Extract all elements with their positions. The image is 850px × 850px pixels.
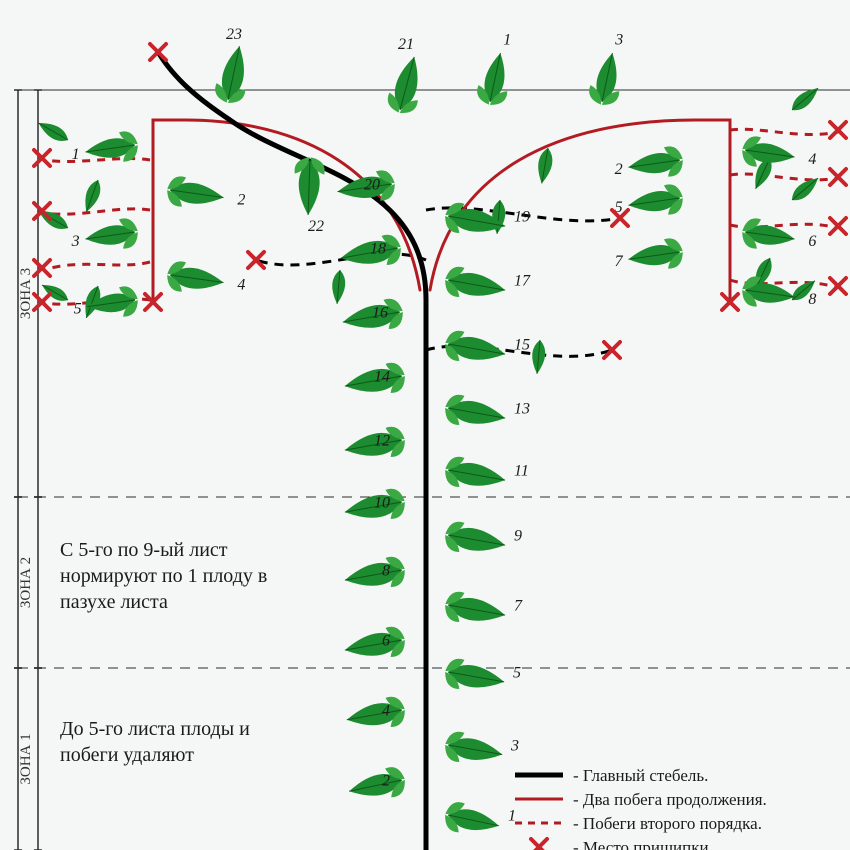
svg-text:побеги удаляют: побеги удаляют (60, 744, 194, 766)
leaf-number: 14 (374, 368, 390, 385)
legend-text: - Главный стебель. (573, 766, 708, 785)
leaf-number: 18 (370, 240, 386, 257)
leaf-number: 3 (614, 31, 623, 48)
leaf-number: 7 (615, 253, 624, 270)
leaf-number: 22 (308, 218, 324, 235)
plant-diagram-svg: ЗОНА 3ЗОНА 2ЗОНА 11234567891011121314151… (0, 0, 850, 850)
leaf-number: 3 (510, 737, 519, 754)
leaf-number: 6 (808, 233, 816, 250)
leaf-number: 11 (514, 462, 529, 479)
leaf-number: 9 (514, 527, 522, 544)
leaf-number: 23 (226, 26, 242, 43)
leaf-number: 21 (398, 36, 414, 53)
leaf-number: 16 (372, 304, 388, 321)
leaf-number: 2 (382, 772, 390, 789)
leaf-number: 1 (72, 146, 80, 163)
leaf-number: 8 (808, 291, 816, 308)
leaf-number: 4 (382, 702, 390, 719)
leaf-number: 10 (374, 494, 390, 511)
leaf-number: 6 (382, 632, 390, 649)
svg-text:нормируют по 1 плоду в: нормируют по 1 плоду в (60, 565, 267, 587)
leaf-number: 15 (514, 336, 530, 353)
leaf-number: 8 (382, 562, 390, 579)
leaf-number: 13 (514, 400, 530, 417)
leaf-number: 19 (514, 208, 530, 225)
leaf-number: 20 (364, 176, 380, 193)
leaf-number: 1 (508, 807, 516, 824)
leaf-number: 5 (513, 664, 521, 681)
leaf-number: 3 (71, 233, 80, 250)
zone-label: ЗОНА 2 (18, 557, 34, 608)
leaf-number: 12 (374, 432, 390, 449)
diagram-canvas: ЗОНА 3ЗОНА 2ЗОНА 11234567891011121314151… (0, 0, 850, 850)
zone-label: ЗОНА 3 (18, 268, 34, 319)
svg-text:До 5-го листа плоды и: До 5-го листа плоды и (60, 718, 250, 740)
leaf-number: 1 (503, 31, 511, 48)
svg-text:пазухе листа: пазухе листа (60, 591, 168, 613)
leaf-number: 2 (615, 161, 623, 178)
leaf-number: 4 (237, 276, 245, 293)
legend-text: - Побеги второго порядка. (573, 814, 762, 833)
leaf-number: 7 (514, 597, 523, 614)
leaf-number: 17 (514, 272, 531, 289)
leaf-number: 2 (237, 191, 245, 208)
leaf-number: 5 (74, 301, 82, 318)
zone-label: ЗОНА 1 (18, 733, 34, 784)
legend-text: - Два побега продолжения. (573, 790, 767, 809)
svg-text:С 5-го по 9-ый лист: С 5-го по 9-ый лист (60, 539, 228, 561)
legend-text: - Место прищипки. (573, 838, 713, 850)
leaf-number: 4 (808, 151, 816, 168)
